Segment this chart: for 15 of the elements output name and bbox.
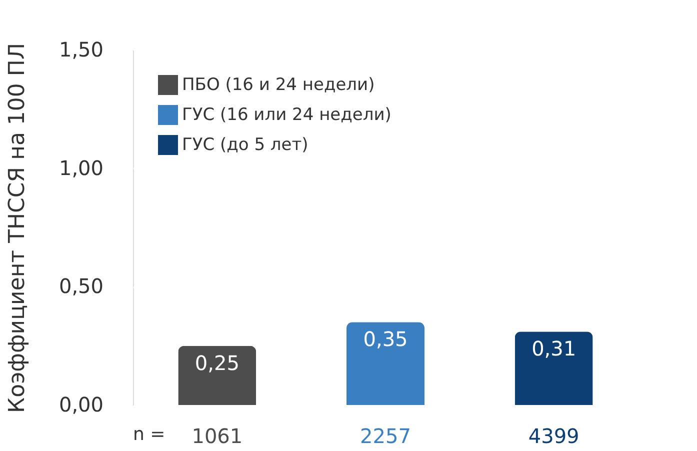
- y-tick-label: 0,50: [58, 274, 104, 298]
- x-tick-label: 2257: [360, 424, 411, 448]
- data-label: 0,25: [194, 350, 240, 375]
- y-tick-label: 1,50: [58, 38, 104, 62]
- y-tick-label: 0,00: [58, 392, 104, 416]
- legend-label: ПБО (16 и 24 недели): [182, 75, 375, 95]
- legend-label: ГУС (до 5 лет): [182, 135, 308, 155]
- data-label: 0,35: [363, 327, 408, 352]
- y-axis-title: Коэффициент ТНССЯ на 100 ПЛ: [4, 43, 30, 413]
- data-label: 0,31: [532, 336, 576, 361]
- text: n =: [133, 424, 166, 445]
- y-tick-label: 1,00: [58, 156, 104, 180]
- x-tick-label: 4399: [528, 424, 580, 448]
- legend-label: ГУС (16 или 24 недели): [182, 105, 392, 125]
- x-tick-label: 1061: [192, 424, 243, 448]
